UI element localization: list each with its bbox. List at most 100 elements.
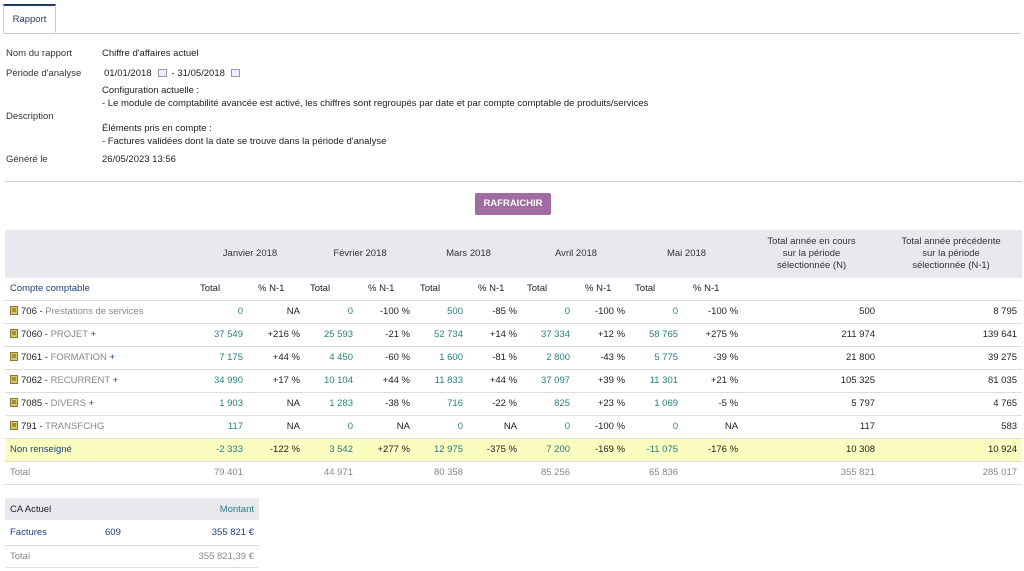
tab[interactable]: Rapport bbox=[3, 4, 56, 33]
account-code[interactable]: 7085 - bbox=[21, 398, 48, 409]
percent: -169 % bbox=[594, 444, 626, 455]
amount[interactable]: 0 bbox=[672, 421, 679, 432]
subheader bbox=[880, 278, 1022, 300]
account-code[interactable]: 7062 - bbox=[21, 375, 48, 386]
amount[interactable]: 0 bbox=[564, 421, 571, 432]
amount[interactable]: 500 bbox=[447, 306, 463, 317]
summary-header: CA Actuel Montant bbox=[5, 498, 260, 520]
amount[interactable]: 0 bbox=[347, 306, 353, 317]
account-code[interactable]: 791 - bbox=[21, 421, 43, 432]
description-line: Éléments pris en compte : bbox=[102, 123, 212, 134]
percent: -100 % bbox=[594, 306, 626, 317]
separator: - bbox=[171, 68, 175, 79]
amount[interactable]: -2 333 bbox=[216, 444, 243, 455]
date[interactable]: 31/05/2018 bbox=[177, 68, 225, 79]
month-total: 44 971 bbox=[323, 467, 353, 478]
description-line: - Le module de comptabilité avancée est … bbox=[102, 97, 649, 109]
subheader bbox=[743, 278, 880, 300]
amount[interactable]: 58 765 bbox=[648, 329, 679, 340]
amount[interactable]: 7 200 bbox=[546, 444, 571, 455]
account-row: 7062 - RECURRENT +34 990 +17 % 10 104 +44 %… bbox=[5, 369, 1023, 392]
account-name: Prestations de services bbox=[45, 306, 144, 317]
amount[interactable]: 0 bbox=[237, 306, 243, 317]
amount[interactable]: 716 bbox=[447, 398, 463, 409]
header-cell bbox=[5, 230, 195, 278]
account-icon bbox=[10, 352, 18, 361]
amount[interactable]: 37 549 bbox=[213, 329, 243, 340]
header-line: sur la période bbox=[782, 248, 841, 259]
amount[interactable]: 7 175 bbox=[219, 352, 243, 363]
amount[interactable]: 1 069 bbox=[654, 398, 679, 409]
summary-total: Total 355 821,39 € bbox=[5, 545, 260, 567]
amount[interactable]: 0 bbox=[564, 306, 571, 317]
account-code[interactable]: 7060 - bbox=[21, 329, 48, 340]
percent: -39 % bbox=[713, 352, 739, 363]
amount[interactable]: 11 833 bbox=[434, 375, 463, 386]
header-line: sélectionnée (N-1) bbox=[912, 260, 990, 271]
percent: -375 % bbox=[486, 444, 518, 455]
info-value: Chiffre d'affaires actuel bbox=[102, 48, 199, 59]
amount[interactable]: -11 075 bbox=[646, 444, 679, 455]
period-total: 10 924 bbox=[987, 444, 1018, 455]
amount[interactable]: 1 903 bbox=[219, 398, 243, 409]
refresh-button[interactable]: RAFRAICHIR bbox=[475, 193, 551, 215]
percent: NA bbox=[396, 421, 410, 432]
account-name: TRANSFCHG bbox=[45, 421, 105, 432]
percent: +44 % bbox=[272, 352, 300, 363]
percent: NA bbox=[503, 421, 518, 432]
total-row: Total 79 401 44 971 80 358 85 256 65 836 355 8… bbox=[5, 461, 1023, 484]
summary-total-amount: 355 821,39 € bbox=[198, 550, 255, 562]
calendar-icon[interactable] bbox=[230, 69, 240, 77]
empty-cell bbox=[575, 461, 630, 484]
period-total: 500 bbox=[859, 306, 876, 317]
summary-total-label: Total bbox=[10, 550, 31, 562]
account-cell: 7062 - RECURRENT + bbox=[5, 369, 195, 392]
amount[interactable]: 37 097 bbox=[540, 375, 571, 386]
calendar-icon[interactable] bbox=[157, 69, 167, 77]
summary-label[interactable]: Factures bbox=[10, 526, 47, 538]
amount[interactable]: 4 450 bbox=[329, 352, 353, 363]
period-total: 139 641 bbox=[982, 329, 1018, 340]
amount[interactable]: 10 104 bbox=[323, 375, 353, 386]
amount[interactable]: 2 800 bbox=[546, 352, 571, 363]
amount[interactable]: 37 334 bbox=[540, 329, 571, 340]
empty-cell bbox=[358, 461, 415, 484]
amount[interactable]: 25 593 bbox=[323, 329, 353, 340]
account-code[interactable]: 7061 - bbox=[21, 352, 48, 363]
percent: -22 % bbox=[492, 398, 518, 409]
expand[interactable]: + bbox=[109, 352, 116, 363]
account-name: FORMATION bbox=[50, 352, 107, 363]
amount[interactable]: 1 600 bbox=[439, 352, 463, 363]
empty-cell bbox=[468, 461, 522, 484]
amount[interactable]: 34 990 bbox=[213, 375, 243, 386]
percent: +12 % bbox=[597, 329, 626, 340]
empty-cell bbox=[248, 461, 305, 484]
expand[interactable]: + bbox=[88, 398, 95, 409]
summary-table: CA Actuel Montant Factures 609 355 821 €… bbox=[5, 498, 260, 568]
description: Configuration actuelle :- Le module de c… bbox=[102, 85, 648, 148]
amount[interactable]: 1 283 bbox=[329, 398, 353, 409]
expand[interactable]: + bbox=[112, 375, 119, 386]
amount[interactable]: 825 bbox=[554, 398, 571, 409]
percent: NA bbox=[724, 421, 739, 432]
empty-cell bbox=[683, 461, 743, 484]
amount[interactable]: 5 775 bbox=[654, 352, 679, 363]
amount[interactable]: 0 bbox=[457, 421, 463, 432]
account-code[interactable]: 706 - bbox=[21, 306, 43, 317]
period-total: 117 bbox=[859, 421, 876, 432]
previous-total: 285 017 bbox=[982, 467, 1018, 478]
percent: -176 % bbox=[707, 444, 739, 455]
subheader-row: Compte comptable Total % N-1 Total % N-1 Tota… bbox=[5, 278, 1023, 300]
amount[interactable]: 3 542 bbox=[329, 444, 353, 455]
amount[interactable]: 52 734 bbox=[433, 329, 463, 340]
expand[interactable]: + bbox=[90, 329, 97, 340]
amount[interactable]: 0 bbox=[672, 306, 679, 317]
amount[interactable]: 117 bbox=[227, 421, 243, 432]
info-label: Description bbox=[6, 111, 54, 122]
amount[interactable]: 12 975 bbox=[433, 444, 463, 455]
month-total: 79 401 bbox=[213, 467, 243, 478]
amount[interactable]: 11 301 bbox=[649, 375, 679, 386]
amount[interactable]: 0 bbox=[347, 421, 353, 432]
date[interactable]: 01/01/2018 bbox=[104, 68, 152, 79]
